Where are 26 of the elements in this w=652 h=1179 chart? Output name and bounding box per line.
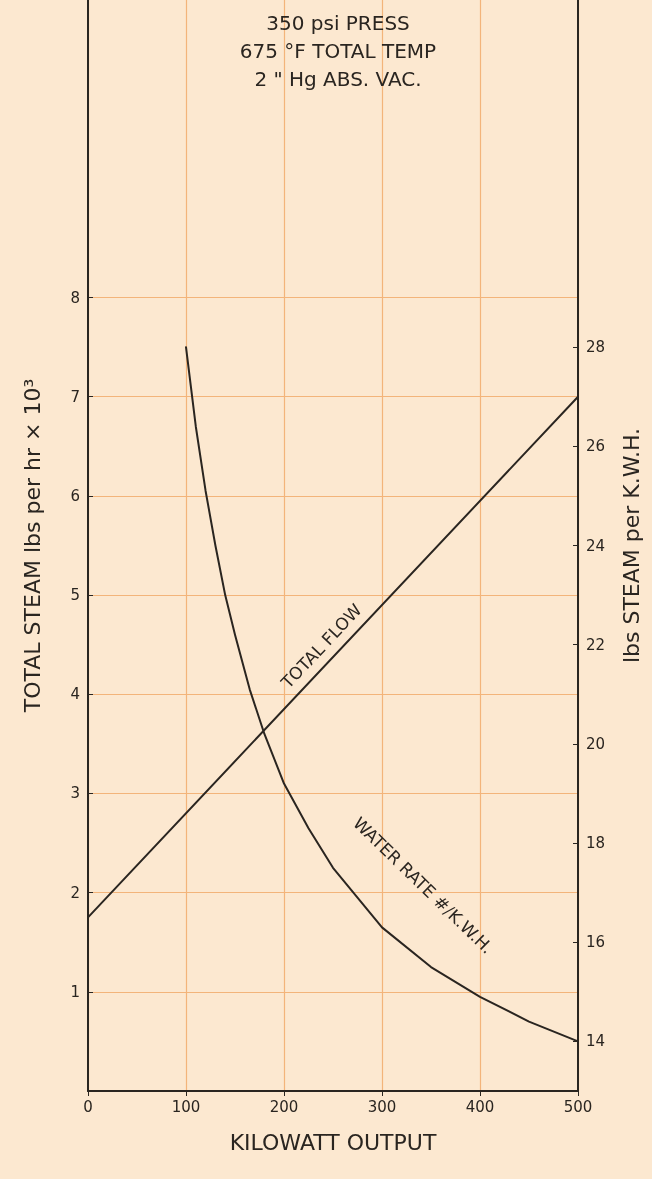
- y-tick-label: 5: [70, 586, 80, 605]
- text: 350 psi PRESS 675 °F TOTAL TEMP 2 " Hg ABS. VAC.: [239, 11, 437, 91]
- y-axis-title: TOTAL STEAM lbs per hr × 10³: [19, 378, 45, 714]
- x-axis-title: KILOWATT OUTPUT: [229, 1129, 437, 1155]
- y2-tick-label: 28: [586, 338, 606, 357]
- y-tick-label: 8: [70, 288, 80, 307]
- y2-tick-label: 20: [586, 734, 606, 753]
- y2-tick-label: 24: [586, 536, 606, 555]
- y2-tick-label: 14: [586, 1032, 606, 1051]
- y2-tick-label: 18: [586, 834, 606, 853]
- x-tick-label: 100: [171, 1097, 201, 1116]
- y-tick-label: 2: [70, 883, 80, 902]
- y-tick-label: 4: [70, 685, 80, 704]
- y2-axis-title: lbs STEAM per K.W.H.: [618, 427, 644, 664]
- x-tick-label: 200: [269, 1097, 299, 1116]
- y2-tick-label: 26: [586, 437, 606, 456]
- x-tick-label: 500: [563, 1097, 593, 1116]
- y-tick-label: 1: [70, 982, 80, 1001]
- y-tick-label: 7: [70, 387, 80, 406]
- x-tick-label: 0: [83, 1097, 93, 1116]
- y2-tick-label: 22: [586, 635, 606, 654]
- x-tick-label: 300: [367, 1097, 397, 1116]
- y-tick-label: 3: [70, 784, 80, 803]
- y-tick-label: 6: [70, 486, 80, 505]
- x-tick-label: 400: [465, 1097, 495, 1116]
- y2-tick-label: 16: [586, 933, 606, 952]
